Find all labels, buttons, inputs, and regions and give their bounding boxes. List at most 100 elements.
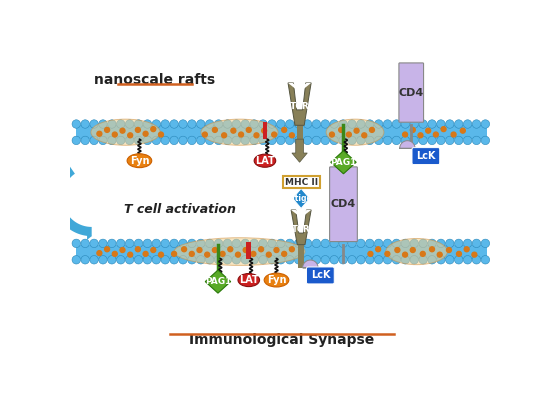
Circle shape bbox=[330, 136, 338, 145]
Circle shape bbox=[170, 136, 178, 145]
Ellipse shape bbox=[127, 154, 152, 168]
Circle shape bbox=[401, 120, 410, 128]
Circle shape bbox=[321, 239, 329, 248]
Circle shape bbox=[433, 132, 438, 137]
Text: LcK: LcK bbox=[311, 270, 330, 280]
Ellipse shape bbox=[264, 273, 289, 287]
Circle shape bbox=[348, 255, 356, 264]
Circle shape bbox=[348, 136, 356, 145]
Circle shape bbox=[228, 247, 233, 252]
Circle shape bbox=[321, 120, 329, 128]
Circle shape bbox=[231, 128, 236, 133]
Circle shape bbox=[428, 120, 436, 128]
FancyBboxPatch shape bbox=[399, 63, 424, 122]
Circle shape bbox=[446, 255, 454, 264]
Polygon shape bbox=[53, 166, 92, 236]
Polygon shape bbox=[293, 188, 310, 208]
Circle shape bbox=[188, 120, 196, 128]
FancyBboxPatch shape bbox=[296, 125, 303, 139]
Circle shape bbox=[481, 255, 490, 264]
Circle shape bbox=[294, 120, 303, 128]
Circle shape bbox=[383, 255, 392, 264]
Text: Fyn: Fyn bbox=[267, 275, 286, 285]
Text: CD4: CD4 bbox=[399, 88, 424, 97]
Circle shape bbox=[330, 239, 338, 248]
Circle shape bbox=[339, 120, 348, 128]
Circle shape bbox=[179, 120, 187, 128]
Circle shape bbox=[446, 239, 454, 248]
Circle shape bbox=[472, 120, 481, 128]
Circle shape bbox=[463, 239, 472, 248]
Circle shape bbox=[170, 120, 178, 128]
Circle shape bbox=[108, 239, 116, 248]
Circle shape bbox=[81, 136, 90, 145]
Circle shape bbox=[321, 136, 329, 145]
Text: nanoscale rafts: nanoscale rafts bbox=[94, 73, 216, 87]
Circle shape bbox=[202, 132, 207, 137]
Circle shape bbox=[143, 136, 152, 145]
Circle shape bbox=[437, 120, 445, 128]
FancyBboxPatch shape bbox=[263, 122, 267, 139]
Circle shape bbox=[401, 239, 410, 248]
Circle shape bbox=[277, 136, 285, 145]
Circle shape bbox=[303, 120, 312, 128]
Circle shape bbox=[222, 133, 227, 138]
Circle shape bbox=[303, 255, 312, 264]
Circle shape bbox=[312, 120, 321, 128]
FancyBboxPatch shape bbox=[306, 267, 334, 284]
Circle shape bbox=[392, 239, 401, 248]
Text: PAG1: PAG1 bbox=[205, 277, 231, 286]
Circle shape bbox=[354, 128, 359, 133]
Circle shape bbox=[125, 239, 134, 248]
Circle shape bbox=[266, 252, 271, 257]
Circle shape bbox=[182, 247, 186, 252]
Circle shape bbox=[410, 255, 419, 264]
Circle shape bbox=[117, 120, 125, 128]
FancyBboxPatch shape bbox=[76, 125, 487, 139]
Polygon shape bbox=[288, 83, 311, 92]
Circle shape bbox=[392, 120, 401, 128]
Circle shape bbox=[346, 132, 351, 137]
Circle shape bbox=[428, 255, 436, 264]
Circle shape bbox=[90, 120, 98, 128]
Circle shape bbox=[472, 136, 481, 145]
Circle shape bbox=[223, 255, 232, 264]
Circle shape bbox=[189, 251, 194, 256]
Circle shape bbox=[206, 136, 214, 145]
Circle shape bbox=[481, 120, 490, 128]
FancyBboxPatch shape bbox=[329, 167, 358, 242]
Circle shape bbox=[188, 136, 196, 145]
Polygon shape bbox=[292, 139, 307, 162]
Polygon shape bbox=[302, 260, 318, 268]
Circle shape bbox=[241, 239, 250, 248]
Circle shape bbox=[246, 128, 251, 132]
Circle shape bbox=[134, 120, 143, 128]
Circle shape bbox=[268, 120, 276, 128]
Circle shape bbox=[232, 239, 240, 248]
Circle shape bbox=[330, 255, 338, 264]
Circle shape bbox=[437, 255, 445, 264]
Circle shape bbox=[206, 255, 214, 264]
Circle shape bbox=[179, 136, 187, 145]
Circle shape bbox=[81, 120, 90, 128]
Circle shape bbox=[99, 136, 107, 145]
Circle shape bbox=[143, 239, 152, 248]
Circle shape bbox=[125, 120, 134, 128]
Circle shape bbox=[289, 133, 294, 138]
Circle shape bbox=[366, 136, 374, 145]
Circle shape bbox=[112, 251, 117, 256]
Circle shape bbox=[90, 239, 98, 248]
Circle shape bbox=[437, 252, 442, 257]
Circle shape bbox=[241, 136, 250, 145]
Text: CD4: CD4 bbox=[331, 199, 356, 209]
Circle shape bbox=[125, 136, 134, 145]
Circle shape bbox=[285, 136, 294, 145]
Circle shape bbox=[151, 248, 156, 253]
Circle shape bbox=[125, 255, 134, 264]
Circle shape bbox=[437, 136, 445, 145]
Circle shape bbox=[375, 239, 383, 248]
Circle shape bbox=[134, 136, 143, 145]
Circle shape bbox=[277, 255, 285, 264]
Circle shape bbox=[72, 120, 80, 128]
FancyBboxPatch shape bbox=[76, 245, 487, 259]
